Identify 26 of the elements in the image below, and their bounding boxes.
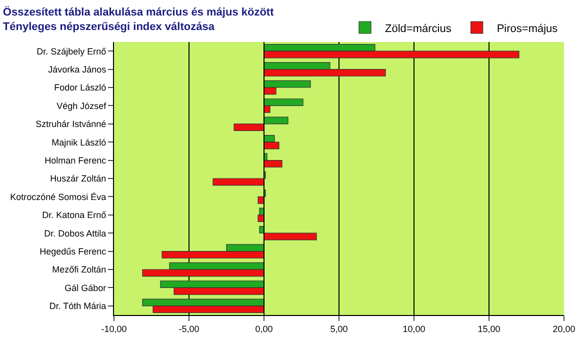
- chart-subtitle: Tényleges népszerűségi index változása: [2, 20, 216, 33]
- y-tick-label: Dr. Tóth Mária: [49, 301, 106, 312]
- x-tick-label: 0,00: [255, 324, 273, 334]
- y-tick-label: Fodor László: [54, 82, 106, 93]
- y-tick-label: Dr. Szájbely Ernő: [36, 46, 106, 56]
- x-tick-label: -5,00: [178, 324, 200, 334]
- x-tick-label: 10,00: [402, 324, 426, 334]
- y-tick-label: Holman Ferenc: [44, 155, 107, 166]
- x-tick-label: 15,00: [478, 324, 500, 334]
- y-tick-label: Dr. Katona Ernő: [42, 210, 106, 220]
- y-tick-label: Mezőfi Zoltán: [52, 264, 106, 275]
- chart-title: Összesített tábla alakulása március és május között: [2, 5, 274, 18]
- y-tick-label: Végh József: [56, 100, 107, 111]
- y-tick-label: Hegedűs Ferenc: [40, 246, 107, 256]
- y-tick-label: Majnik László: [52, 137, 106, 148]
- y-tick-label: Huszár Zoltán: [50, 174, 106, 184]
- y-tick-label: Sztruhár Istvánné: [36, 119, 106, 130]
- x-tick-label: -10,00: [101, 324, 127, 334]
- legend-label: Piros=május: [496, 22, 558, 35]
- y-tick-label: Dr. Dobos Attila: [44, 228, 106, 238]
- y-tick-label: Gál Gábor: [64, 282, 106, 293]
- y-tick-label: Jávorka János: [48, 64, 107, 74]
- x-tick-label: 5,00: [330, 324, 348, 334]
- legend-label: Zöld=március: [385, 22, 452, 35]
- x-tick-label: 20,00: [552, 324, 576, 334]
- y-tick-label: Kotroczóné Somosi Éva: [10, 192, 106, 202]
